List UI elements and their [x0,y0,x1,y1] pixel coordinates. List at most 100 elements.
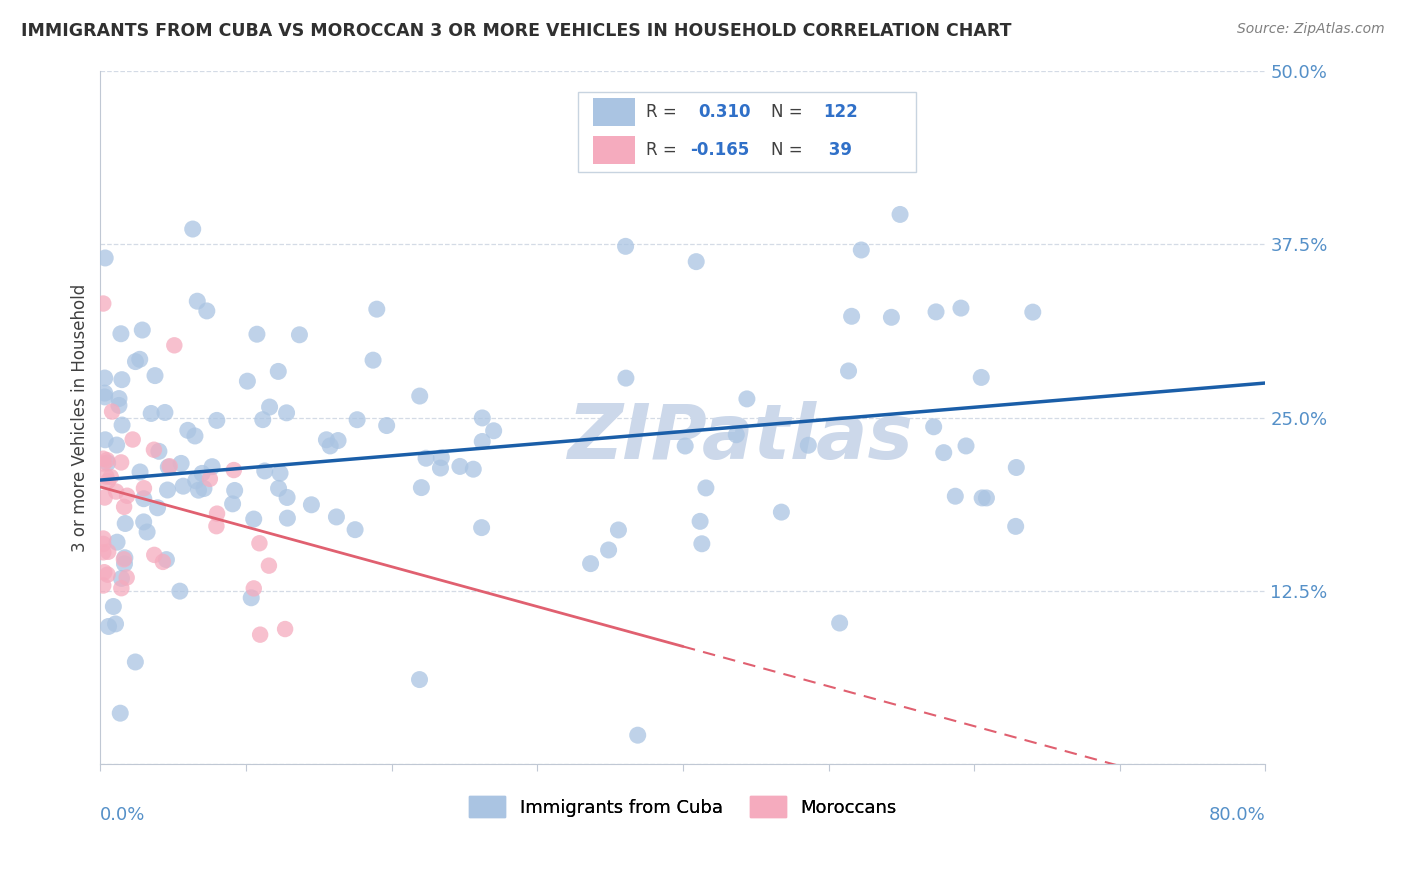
Point [93,390,115,404]
Point [146,500,169,515]
Point [972,491,994,505]
Text: 0.0%: 0.0% [100,805,146,824]
Point [673,439,696,453]
Point [198,472,221,486]
Point [153,405,176,419]
Point [101,404,124,418]
Point [132,491,155,506]
Point [828,615,851,630]
Point [110,706,132,721]
Point [97,545,120,559]
Point [163,338,186,352]
Point [143,548,166,562]
Point [770,505,793,519]
Point [94,433,117,447]
Point [96,469,118,483]
Point [159,459,181,474]
Point [932,445,955,459]
Point [132,515,155,529]
Point [156,483,179,497]
Point [267,482,290,496]
Point [299,498,322,512]
Point [91,537,114,551]
Point [346,413,368,427]
Point [257,558,280,573]
Point [1022,305,1045,319]
Point [325,510,347,524]
Point [114,557,136,571]
Point [249,628,271,642]
Point [259,400,281,414]
Point [114,516,136,531]
Point [579,557,602,571]
Point [463,462,485,476]
Point [252,412,274,426]
Point [614,239,637,253]
Point [124,655,146,669]
Point [841,310,863,324]
Point [1005,460,1028,475]
Point [1004,519,1026,533]
Point [685,254,707,268]
Point [889,207,911,221]
Point [104,616,127,631]
Point [141,407,163,421]
Point [205,413,228,427]
Point [949,301,972,315]
Point [925,305,948,319]
Point [224,483,246,498]
Point [105,535,128,549]
Point [129,465,152,479]
Point [880,310,903,325]
Point [471,434,494,449]
Point [131,323,153,337]
Point [172,479,194,493]
Point [128,352,150,367]
Point [121,433,143,447]
Point [970,370,993,384]
Point [242,512,264,526]
Point [276,406,298,420]
Point [110,455,132,469]
Point [112,552,135,566]
Point [838,364,860,378]
Point [366,302,388,317]
Point [249,536,271,550]
Text: -0.165: -0.165 [690,141,749,159]
Text: N =: N = [772,103,808,121]
Point [205,519,228,533]
Point [201,459,224,474]
Point [922,419,945,434]
Point [100,470,122,484]
Point [415,451,437,466]
Point [111,418,134,433]
Point [482,424,505,438]
Point [142,442,165,457]
Point [344,523,367,537]
Point [110,571,132,585]
Point [242,582,264,596]
Point [110,581,132,595]
Point [409,389,432,403]
Point [955,439,977,453]
Point [91,451,114,466]
Point [471,521,494,535]
Point [170,457,193,471]
Point [269,467,291,481]
Point [152,555,174,569]
Text: R =: R = [645,141,682,159]
Point [105,438,128,452]
Point [725,427,748,442]
Point [186,294,208,309]
Point [97,619,120,633]
Point [221,497,243,511]
Point [607,523,630,537]
Point [361,353,384,368]
Point [315,433,337,447]
Text: ZIPatlas: ZIPatlas [568,401,914,475]
Text: 39: 39 [823,141,852,159]
Point [222,463,245,477]
Text: Source: ZipAtlas.com: Source: ZipAtlas.com [1237,22,1385,37]
Point [797,438,820,452]
Point [276,511,298,525]
